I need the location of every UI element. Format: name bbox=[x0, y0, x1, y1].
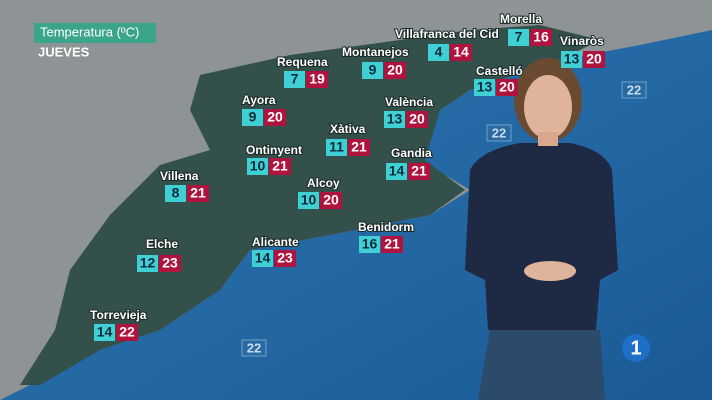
max-temp: 16 bbox=[533, 29, 549, 45]
city-name: València bbox=[385, 95, 433, 109]
max-box bbox=[274, 250, 296, 267]
max-temp: 14 bbox=[453, 44, 469, 60]
min-temp: 13 bbox=[477, 79, 493, 95]
min-box bbox=[298, 192, 319, 209]
sea-temp: 22 bbox=[627, 82, 641, 97]
min-temp: 8 bbox=[172, 185, 180, 201]
max-box bbox=[408, 163, 430, 180]
min-box bbox=[252, 250, 273, 267]
max-temp: 20 bbox=[267, 109, 283, 125]
min-temp: 4 bbox=[435, 44, 443, 60]
min-temp: 11 bbox=[329, 139, 344, 155]
min-box bbox=[474, 79, 495, 96]
city-name: Benidorm bbox=[358, 220, 414, 234]
logo-circle bbox=[622, 334, 650, 362]
max-temp: 22 bbox=[119, 324, 135, 340]
max-temp: 23 bbox=[162, 255, 178, 271]
sea-temp: 22 bbox=[492, 125, 506, 140]
city-name: Alicante bbox=[252, 235, 299, 249]
max-box bbox=[264, 109, 286, 126]
max-temp: 21 bbox=[411, 163, 427, 179]
min-box bbox=[359, 236, 380, 253]
min-box bbox=[428, 44, 449, 61]
max-temp: 21 bbox=[351, 139, 367, 155]
title-box bbox=[34, 23, 156, 43]
max-temp: 20 bbox=[586, 51, 602, 67]
city-name: Ontinyent bbox=[246, 143, 302, 157]
max-temp: 21 bbox=[384, 236, 400, 252]
title: Temperatura (ºC) bbox=[40, 24, 139, 39]
min-box bbox=[165, 185, 186, 202]
min-temp: 9 bbox=[369, 62, 377, 78]
max-box bbox=[384, 62, 406, 79]
city-name: Torrevieja bbox=[90, 308, 147, 322]
min-box bbox=[242, 109, 263, 126]
day: JUEVES bbox=[38, 44, 90, 59]
min-temp: 14 bbox=[255, 250, 271, 266]
city-name: Gandia bbox=[391, 146, 432, 160]
max-temp: 20 bbox=[409, 111, 425, 127]
city-name: Requena bbox=[277, 55, 328, 69]
min-temp: 7 bbox=[515, 29, 523, 45]
min-box bbox=[284, 71, 305, 88]
min-temp: 13 bbox=[564, 51, 580, 67]
max-box bbox=[583, 51, 605, 68]
max-box bbox=[306, 71, 328, 88]
city-name: Castelló bbox=[476, 64, 523, 78]
max-box bbox=[381, 236, 403, 253]
city-name: Morella bbox=[500, 12, 542, 26]
sea-temp: 22 bbox=[247, 340, 261, 355]
min-box bbox=[384, 111, 405, 128]
max-box bbox=[320, 192, 342, 209]
min-temp: 7 bbox=[291, 71, 299, 87]
max-temp: 23 bbox=[277, 250, 293, 266]
city-name: Ayora bbox=[242, 93, 276, 107]
min-box bbox=[326, 139, 347, 156]
max-box bbox=[348, 139, 370, 156]
min-temp: 12 bbox=[140, 255, 156, 271]
city-name: Montanejos bbox=[342, 45, 409, 59]
sea-temp-box bbox=[486, 124, 512, 142]
city-name: Vinaròs bbox=[560, 34, 604, 48]
logo: 1 bbox=[630, 337, 641, 359]
max-box bbox=[159, 255, 181, 272]
presenter bbox=[465, 58, 618, 400]
city-name: Elche bbox=[146, 237, 178, 251]
max-box bbox=[496, 79, 518, 96]
min-temp: 10 bbox=[301, 192, 317, 208]
max-temp: 21 bbox=[272, 158, 288, 174]
min-box bbox=[137, 255, 158, 272]
min-temp: 14 bbox=[389, 163, 405, 179]
max-box bbox=[406, 111, 428, 128]
min-temp: 10 bbox=[250, 158, 266, 174]
min-temp: 13 bbox=[387, 111, 403, 127]
max-box bbox=[187, 185, 209, 202]
max-box bbox=[450, 44, 472, 61]
min-temp: 14 bbox=[97, 324, 113, 340]
min-box bbox=[362, 62, 383, 79]
max-temp: 20 bbox=[387, 62, 403, 78]
min-temp: 16 bbox=[362, 236, 378, 252]
min-temp: 9 bbox=[249, 109, 257, 125]
city-name: Xàtiva bbox=[330, 122, 366, 136]
max-box bbox=[530, 29, 552, 46]
min-box bbox=[94, 324, 115, 341]
city-name: Alcoy bbox=[307, 176, 340, 190]
max-box bbox=[116, 324, 138, 341]
min-box bbox=[386, 163, 407, 180]
max-temp: 21 bbox=[190, 185, 206, 201]
max-temp: 19 bbox=[309, 71, 325, 87]
city-name: Villafranca del Cid bbox=[395, 27, 499, 41]
max-temp: 20 bbox=[323, 192, 339, 208]
max-box bbox=[269, 158, 291, 175]
city-name: Villena bbox=[160, 169, 199, 183]
min-box bbox=[508, 29, 529, 46]
max-temp: 20 bbox=[499, 79, 515, 95]
sea-temp-box bbox=[621, 81, 647, 99]
min-box bbox=[561, 51, 582, 68]
min-box bbox=[247, 158, 268, 175]
sea-temp-box bbox=[241, 339, 267, 357]
